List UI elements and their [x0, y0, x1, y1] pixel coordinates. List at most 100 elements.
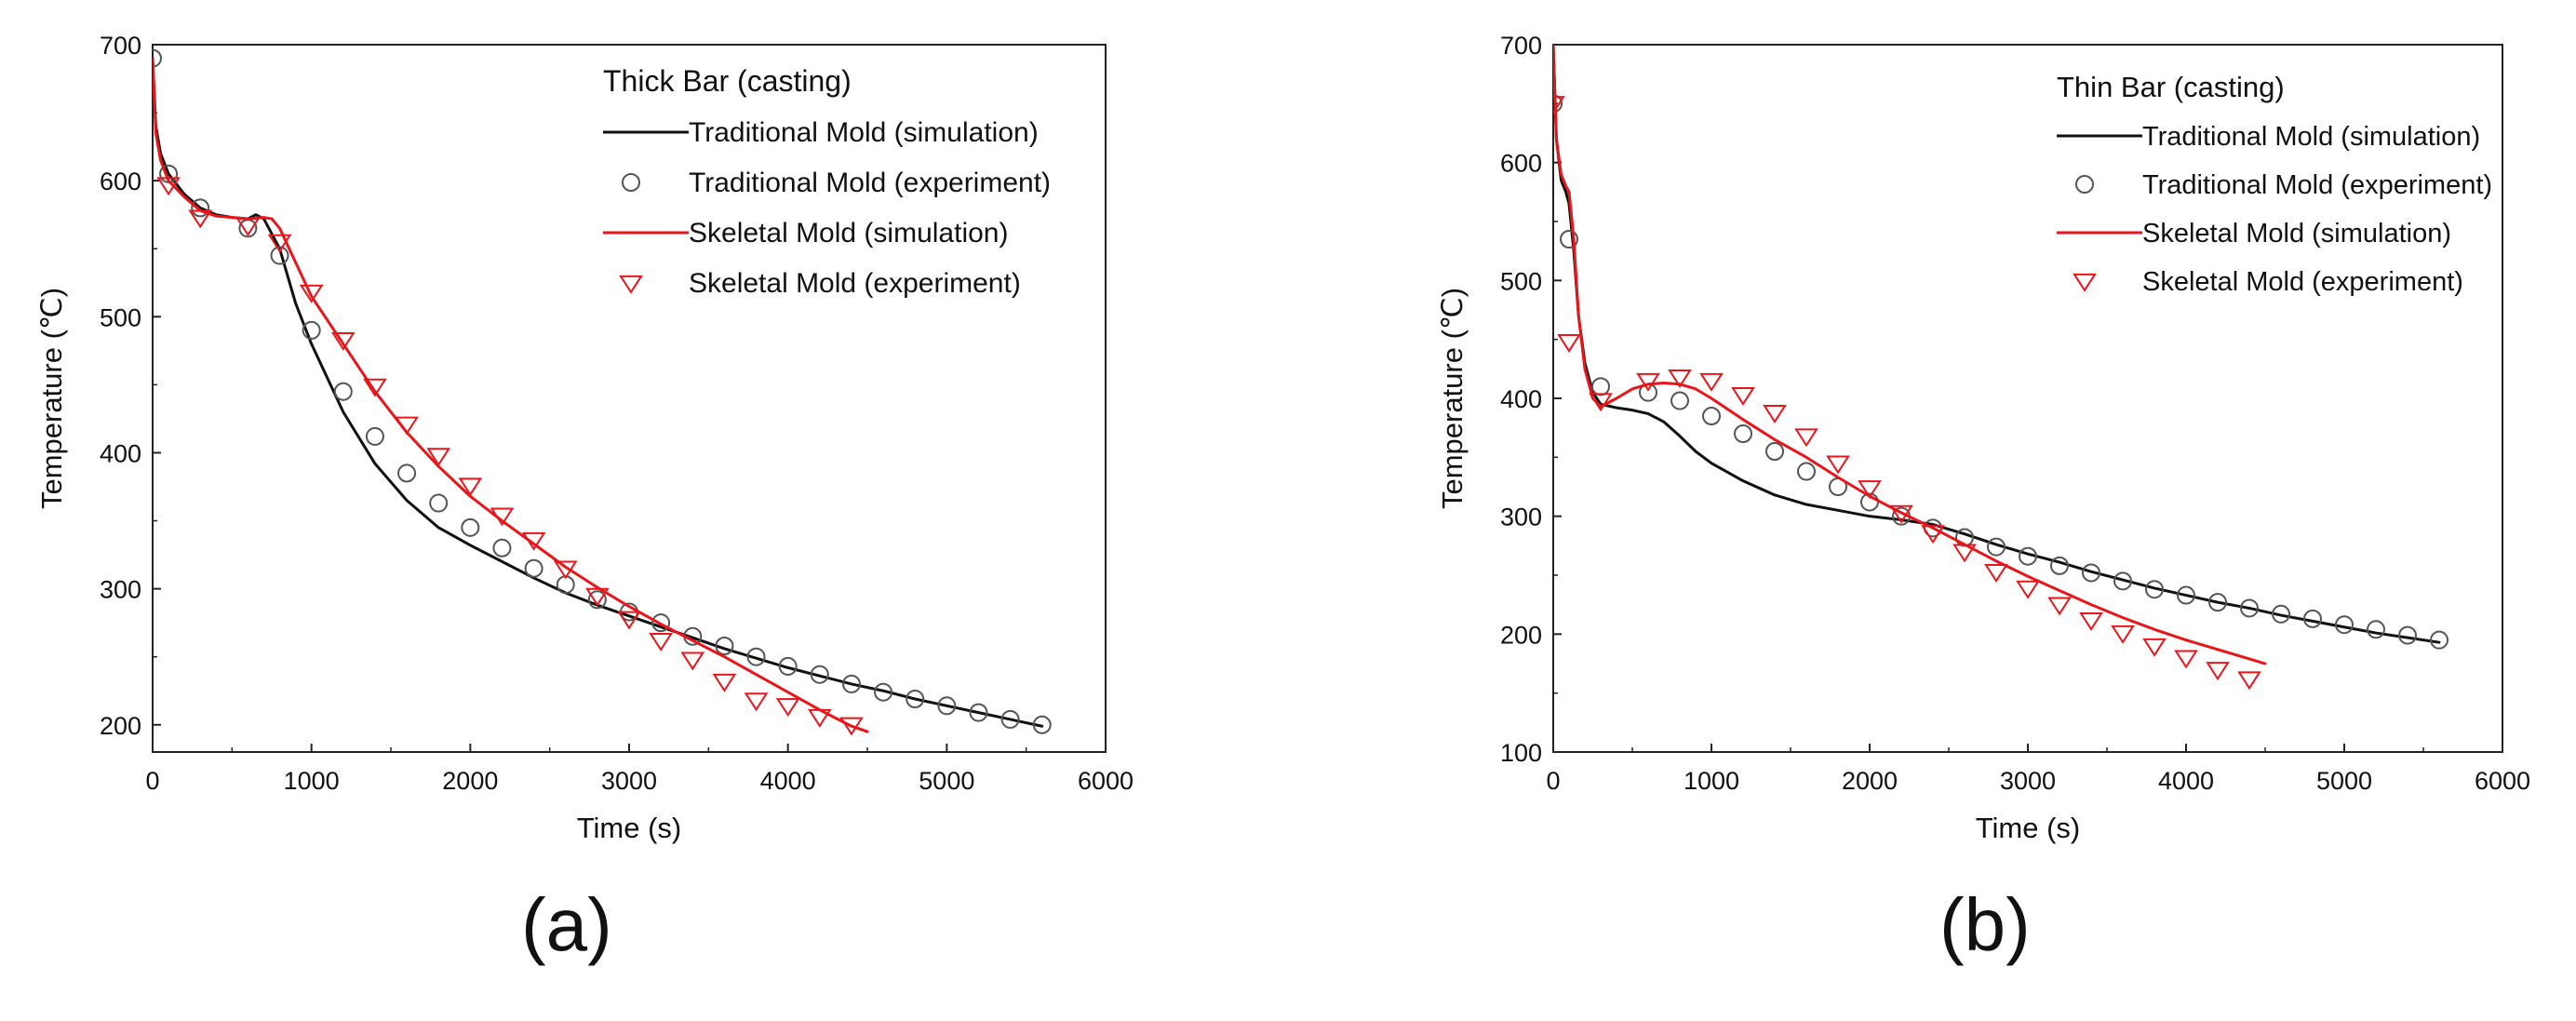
chart-a-svg: 0 1000 2000 3000 4000 5000 6000 200 300 400 500 600… — [35, 32, 1134, 844]
chart-a-points-traditional-point — [524, 558, 543, 578]
chart-a-x-tick-label: 4000 — [760, 767, 816, 795]
chart-b-points-traditional-point — [2177, 585, 2195, 605]
chart-a-points-traditional-point — [397, 463, 417, 483]
chart-b-legend-item-3-label: Skeletal Mold (simulation) — [2142, 219, 2451, 249]
chart-b-y-tick-label: 200 — [1500, 621, 1542, 649]
chart-a-x-tick-label: 5000 — [919, 767, 974, 795]
chart-b-y-tick-label: 500 — [1500, 267, 1542, 295]
chart-b-points-traditional-point — [1734, 424, 1752, 443]
chart-b-line-skeletal-series-line — [1553, 45, 2267, 665]
chart-a-points-skeletal-point — [267, 234, 292, 253]
chart-a-line-traditional-series-line — [153, 57, 1044, 728]
chart-a-legend-title: Thick Bar (casting) — [603, 64, 852, 98]
chart-b-svg: 0 1000 2000 3000 4000 5000 6000 100 200 300 400 500… — [1436, 32, 2530, 844]
chart-a-legend-item-3-label: Skeletal Mold (simulation) — [689, 218, 1008, 249]
chart-b-y-tick-label: 700 — [1500, 32, 1542, 60]
chart-a-points-traditional-point — [715, 637, 734, 655]
chart-a-y-axis-label: Temperature (℃) — [35, 288, 68, 509]
chart-b-y-tick-label: 100 — [1500, 739, 1542, 767]
chart-b-x-tick-label: 4000 — [2158, 767, 2214, 795]
chart-b-points-traditional-point — [2113, 571, 2132, 591]
chart-a-legend-item-4-label: Skeletal Mold (experiment) — [689, 268, 1021, 299]
chart-a-points-traditional-point — [1032, 715, 1052, 734]
chart-b-points-traditional-point — [2303, 609, 2322, 628]
chart-b-points-traditional-point — [1797, 462, 1816, 481]
chart-b-x-tick-label: 0 — [1546, 767, 1560, 795]
chart-b-points-traditional-point — [1591, 377, 1610, 396]
panel-a-caption: (a) — [521, 883, 612, 966]
chart-b-points-traditional-series-points — [1553, 94, 2449, 650]
chart-a-points-traditional-point — [429, 493, 449, 513]
chart-a-points-traditional-point — [906, 690, 925, 708]
chart-b-points-traditional-point — [1670, 391, 1689, 410]
chart-a-y-tick-label: 400 — [100, 439, 141, 467]
chart-a-points-traditional-point — [651, 613, 671, 633]
chart-a-points-traditional-point — [778, 656, 798, 676]
chart-a-points-traditional-point — [461, 517, 480, 537]
chart-a-points-skeletal-point — [395, 416, 419, 436]
chart-b-points-traditional-point — [2367, 620, 2385, 639]
chart-b-y-tick-label: 400 — [1500, 385, 1542, 413]
chart-b-points-traditional-point — [2145, 580, 2164, 599]
chart-a-x-tick-label: 0 — [145, 767, 159, 795]
chart-a-points-skeletal-point — [521, 531, 546, 551]
chart-a-points-skeletal-point — [585, 587, 610, 607]
chart-b-legend-item-2-swatch — [2075, 175, 2094, 194]
chart-a-legend-item-2-label: Traditional Mold (experiment) — [689, 168, 1051, 198]
chart-a-points-skeletal-point — [458, 477, 483, 497]
chart-a-points-skeletal-point — [617, 611, 641, 630]
chart-b-points-traditional-point — [2335, 615, 2354, 635]
chart-b-points-skeletal-point — [2206, 662, 2230, 681]
chart-b-points-skeletal-point — [1921, 525, 1945, 544]
chart-b-x-tick-label: 2000 — [1842, 767, 1898, 795]
chart-a-y-tick-label: 700 — [100, 32, 141, 60]
chart-b-points-skeletal-point — [1553, 96, 1565, 115]
chart-b-legend-item-4-swatch — [2073, 273, 2097, 292]
chart-b-points-skeletal-point — [1731, 387, 1755, 406]
chart-b-plot-area — [1553, 45, 2449, 691]
chart-b-points-traditional-point — [2272, 604, 2290, 624]
chart-a-points-traditional-point — [333, 382, 353, 401]
chart-b-points-skeletal-point — [1889, 504, 1913, 524]
chart-a-points-skeletal-point — [553, 560, 578, 580]
chart-b-points-traditional-point — [2208, 593, 2227, 612]
chart-b-points-skeletal-point — [1826, 455, 1850, 475]
chart-a-x-tick-label: 3000 — [601, 767, 657, 795]
chart-a-legend-item-1-label: Traditional Mold (simulation) — [689, 117, 1039, 148]
chart-b-legend-item-4-label: Skeletal Mold (experiment) — [2142, 267, 2463, 297]
chart-a-points-skeletal-point — [649, 633, 673, 652]
chart-a-points-skeletal-point — [712, 673, 737, 692]
chart-a-x-axis-label: Time (s) — [577, 812, 682, 844]
chart-b-y-tick-label: 600 — [1500, 150, 1542, 178]
chart-a-points-skeletal-point — [680, 652, 705, 671]
chart-a-x-tick-label: 1000 — [284, 767, 340, 795]
chart-a-legend: Thick Bar (casting) Traditional Mold (sim… — [603, 64, 1051, 299]
chart-a-points-traditional-point — [937, 696, 957, 716]
chart-b-points-skeletal-point — [1699, 372, 1724, 392]
chart-a-points-traditional-point — [191, 198, 210, 218]
chart-b-points-traditional-point — [2398, 625, 2417, 645]
panel-b-caption: (b) — [1939, 883, 2031, 966]
chart-b-x-axis-label: Time (s) — [1976, 812, 2081, 844]
chart-b-points-traditional-point — [1765, 442, 1784, 461]
chart-b-points-traditional-point — [2430, 630, 2449, 650]
chart-b-points-skeletal-point — [1557, 334, 1581, 353]
chart-a-plot-frame — [152, 44, 1107, 753]
chart-b-legend-item-1-label: Traditional Mold (simulation) — [2142, 122, 2480, 152]
chart-a-plot-area — [153, 48, 1052, 736]
chart-a-points-skeletal-point — [299, 284, 324, 303]
chart-a-points-traditional-point — [810, 665, 829, 684]
chart-panel-b: 0 1000 2000 3000 4000 5000 6000 100 200 300 400 500… — [1288, 0, 2576, 1016]
chart-b-points-traditional-point — [2240, 598, 2259, 618]
chart-a-points-traditional-point — [302, 320, 321, 340]
chart-b-points-skeletal-point — [2111, 625, 2135, 644]
chart-a-line-skeletal-series-line — [153, 57, 869, 733]
chart-b-points-traditional-point — [2050, 556, 2069, 575]
chart-b-points-skeletal-point — [1668, 369, 1692, 388]
chart-a-points-skeletal-point — [490, 507, 515, 527]
chart-b-points-traditional-point — [1987, 537, 2006, 557]
chart-a-x-tick-label: 6000 — [1078, 767, 1134, 795]
chart-a-x-tick-label: 2000 — [442, 767, 498, 795]
chart-a-y-tick-label: 500 — [100, 303, 141, 331]
chart-a-y-tick-label: 200 — [100, 712, 141, 740]
